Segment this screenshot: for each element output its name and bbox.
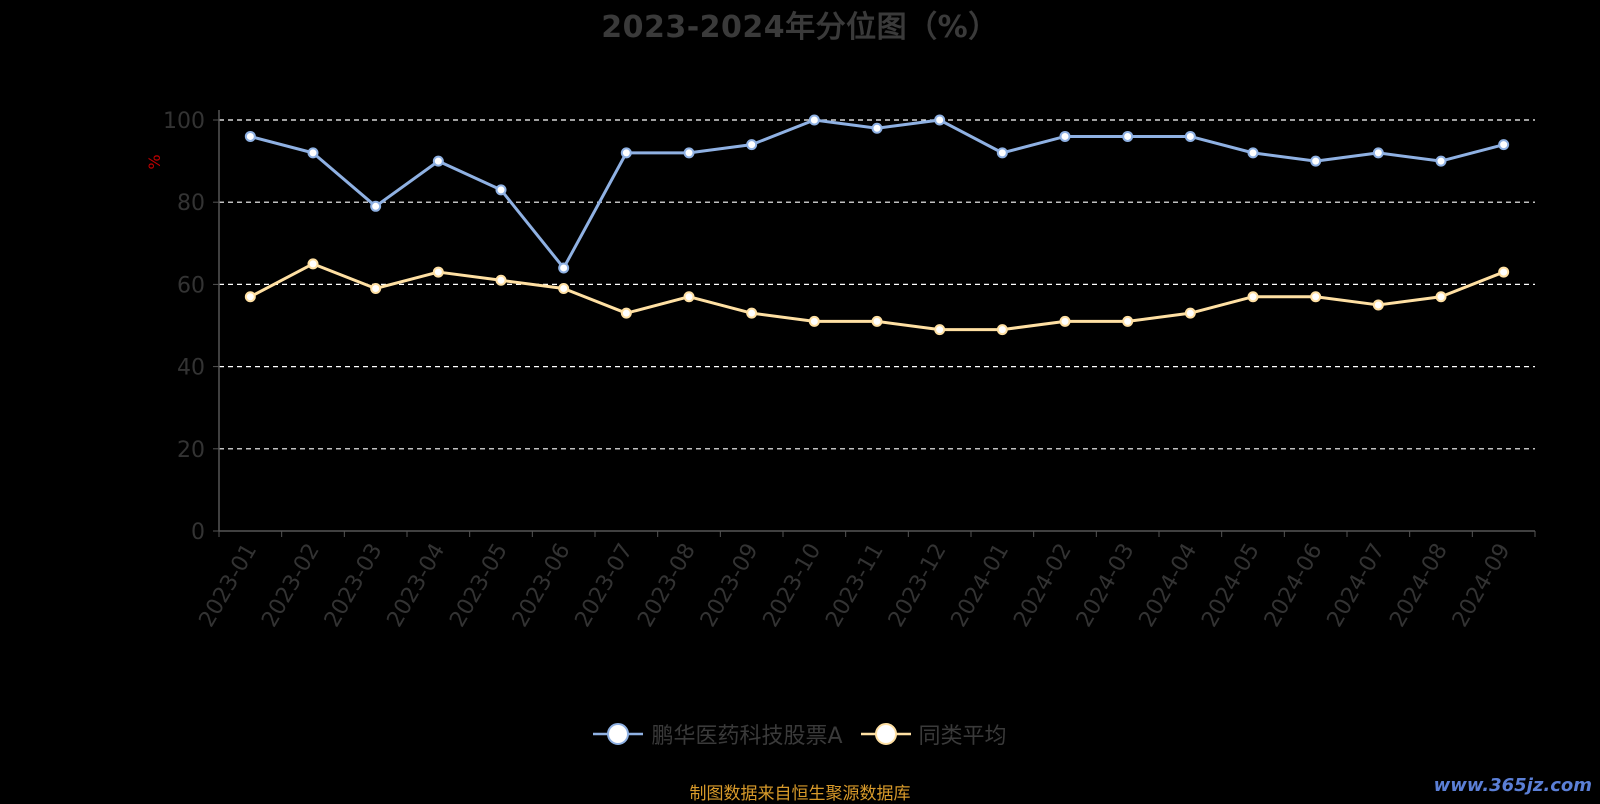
data-point-0 — [307, 147, 319, 159]
data-point-0 — [871, 122, 883, 134]
data-point-1 — [746, 307, 758, 319]
data-point-1 — [432, 266, 444, 278]
data-point-0 — [934, 114, 946, 126]
data-point-0 — [1372, 147, 1384, 159]
data-point-1 — [1122, 315, 1134, 327]
legend-label-average: 同类平均 — [918, 724, 1007, 749]
y-axis-label: % — [145, 154, 164, 169]
data-point-0 — [746, 139, 758, 151]
x-tick-label: 2023-01 — [195, 539, 263, 631]
x-tick-label: 2024-01 — [947, 539, 1015, 631]
data-point-1 — [808, 315, 820, 327]
x-tick-label: 2023-06 — [508, 539, 576, 631]
series-lines — [244, 114, 1510, 336]
data-point-1 — [620, 307, 632, 319]
data-point-0 — [996, 147, 1008, 159]
data-point-0 — [1310, 155, 1322, 167]
x-tick-label: 2024-07 — [1323, 539, 1391, 631]
data-point-0 — [558, 262, 570, 274]
y-tick-label: 40 — [177, 356, 205, 381]
data-point-0 — [1247, 147, 1259, 159]
data-point-1 — [370, 283, 382, 295]
data-point-1 — [1059, 315, 1071, 327]
data-point-0 — [244, 130, 256, 142]
x-tick-label: 2024-08 — [1385, 539, 1453, 631]
data-point-1 — [558, 283, 570, 295]
x-tick-label: 2024-09 — [1448, 539, 1516, 631]
legend-marker-fund-icon — [593, 723, 644, 745]
data-point-0 — [1122, 130, 1134, 142]
data-point-1 — [307, 258, 319, 270]
watermark: www.365jz.com — [1433, 775, 1592, 796]
data-point-1 — [244, 291, 256, 303]
data-point-0 — [1435, 155, 1447, 167]
grid-lines — [219, 119, 1535, 450]
data-point-1 — [1372, 299, 1384, 311]
x-tick-label: 2023-10 — [759, 539, 827, 631]
y-tick-label: 60 — [177, 273, 205, 298]
data-point-1 — [495, 274, 507, 286]
chart-title: 2023-2024年分位图（%） — [601, 10, 999, 45]
x-tick-label: 2024-03 — [1072, 539, 1140, 631]
data-point-0 — [1059, 130, 1071, 142]
x-tick-label: 2023-04 — [383, 539, 451, 631]
data-point-1 — [1310, 291, 1322, 303]
y-tick-label: 20 — [177, 438, 205, 463]
data-point-1 — [1184, 307, 1196, 319]
data-point-0 — [683, 147, 695, 159]
x-tick-label: 2024-02 — [1009, 539, 1077, 631]
data-point-0 — [1184, 130, 1196, 142]
x-tick-label: 2023-02 — [257, 539, 325, 631]
data-point-1 — [1498, 266, 1510, 278]
data-point-1 — [996, 324, 1008, 336]
series-line-0 — [249, 118, 1505, 270]
data-point-0 — [370, 200, 382, 212]
x-tick-label: 2023-11 — [821, 539, 889, 631]
data-point-0 — [808, 114, 820, 126]
data-point-1 — [1247, 291, 1259, 303]
data-source-note: 制图数据来自恒生聚源数据库 — [689, 784, 911, 804]
y-tick-label: 80 — [177, 191, 205, 216]
y-tick-label: 100 — [163, 109, 205, 134]
legend-item-fund[interactable]: 鹏华医药科技股票A — [593, 718, 843, 750]
x-tick-label: 2023-08 — [633, 539, 701, 631]
x-tick-label: 2023-05 — [445, 539, 513, 631]
x-tick-label: 2023-07 — [571, 539, 639, 631]
y-tick-label: 0 — [191, 520, 205, 545]
data-point-1 — [683, 291, 695, 303]
x-tick-label: 2023-12 — [884, 539, 952, 631]
data-point-1 — [871, 315, 883, 327]
data-point-0 — [495, 184, 507, 196]
data-point-1 — [1435, 291, 1447, 303]
legend: 鹏华医药科技股票A 同类平均 — [0, 718, 1600, 750]
data-point-0 — [432, 155, 444, 167]
x-tick-label: 2024-06 — [1260, 539, 1328, 631]
data-point-1 — [934, 324, 946, 336]
legend-item-average[interactable]: 同类平均 — [860, 718, 1007, 750]
data-point-0 — [1498, 139, 1510, 151]
x-tick-label: 2023-03 — [320, 539, 388, 631]
legend-label-fund: 鹏华医药科技股票A — [651, 724, 843, 749]
x-tick-label: 2024-04 — [1135, 539, 1203, 631]
legend-marker-average-icon — [860, 723, 911, 745]
x-tick-label: 2024-05 — [1197, 539, 1265, 631]
x-tick-label: 2023-09 — [696, 539, 764, 631]
data-point-0 — [620, 147, 632, 159]
axes: 0 20 40 60 80 100 2023-012023-022023-032023-04… — [163, 109, 1536, 631]
